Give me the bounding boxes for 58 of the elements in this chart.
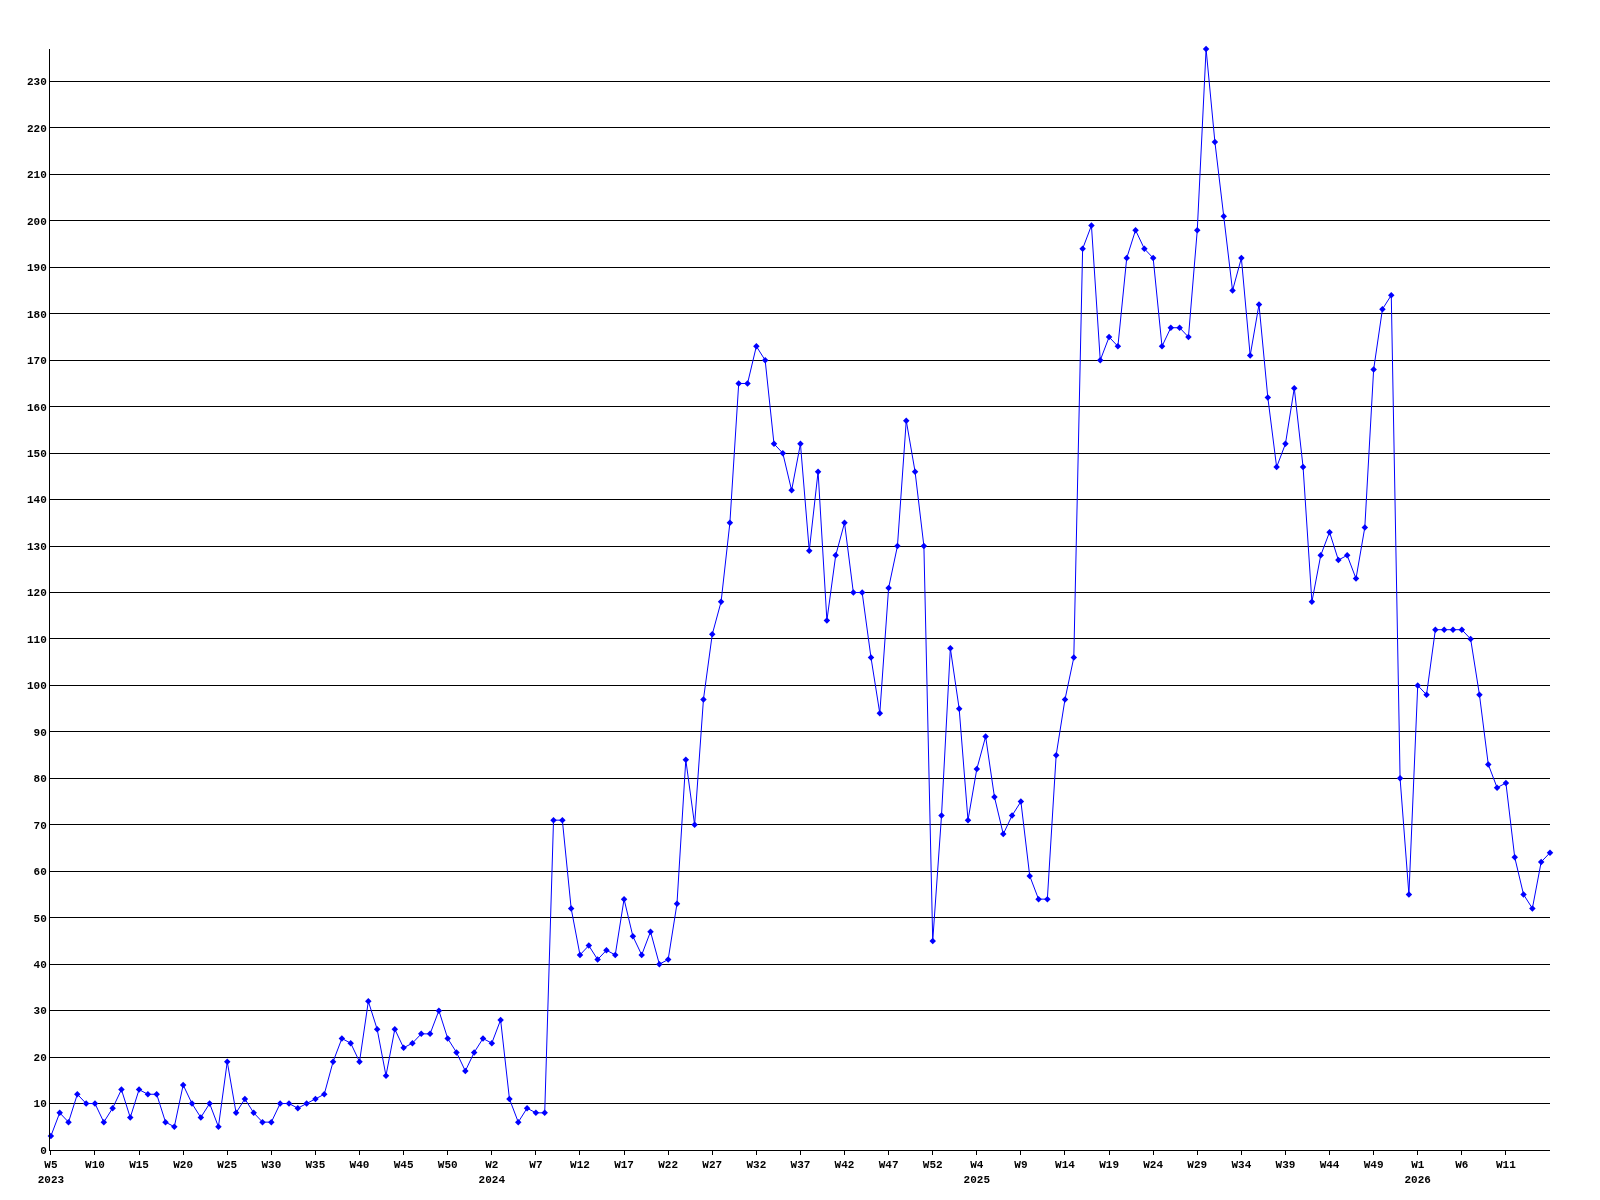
x-tick-label: W37 [790,1159,811,1172]
x-tick-label: W52 [922,1159,943,1172]
x-tick-label: W4 2025 [963,1159,991,1186]
y-tick-label: 30 [33,1005,47,1018]
x-tick-label: W14 [1055,1159,1076,1172]
x-tick-label: W40 [349,1159,370,1172]
y-tick-label: 150 [26,448,47,461]
y-tick-label: 200 [26,215,47,228]
y-tick-label: 120 [26,587,47,600]
x-tick-label: W42 [834,1159,855,1172]
x-tick-label: W27 [702,1159,723,1172]
x-tick-label: W10 [85,1159,105,1172]
x-tick-label: W24 [1143,1159,1164,1172]
y-tick-label: 20 [33,1051,47,1064]
y-tick-label: 50 [33,912,47,925]
x-tick-label: W47 [878,1159,899,1172]
x-tick-label: W17 [614,1159,634,1172]
x-tick-label: W5 2023 [37,1159,65,1186]
y-tick-label: 80 [33,773,47,786]
y-tick-label: 220 [26,122,47,135]
x-tick-label: W20 [173,1159,194,1172]
y-tick-label: 160 [26,401,47,414]
y-tick-label: 60 [33,866,47,879]
x-tick-label: W32 [746,1159,767,1172]
x-tick-label: W49 [1363,1159,1384,1172]
x-tick-label: W25 [217,1159,238,1172]
x-tick-label: W12 [570,1159,590,1172]
x-tick-label: W44 [1319,1159,1340,1172]
x-tick-label: W39 [1275,1159,1296,1172]
y-tick-label: 230 [26,76,47,89]
y-tick-label: 70 [33,819,47,832]
y-tick-label: 40 [33,959,47,972]
x-tick-label: W50 [437,1159,458,1172]
y-tick-label: 100 [26,680,47,693]
x-tick-label: W30 [261,1159,282,1172]
x-tick-label: W19 [1099,1159,1119,1172]
x-tick-label: W11 [1496,1159,1517,1172]
x-tick-label: W9 [1014,1159,1028,1172]
x-tick-label: W35 [305,1159,326,1172]
x-tick-label: W2 2024 [478,1159,506,1186]
y-tick-label: 110 [26,633,47,646]
x-tick-label: W7 [529,1159,543,1172]
y-tick-label: 140 [26,494,47,507]
y-tick-label: 90 [33,726,47,739]
y-tick-label: 190 [26,262,47,275]
y-tick-label: 180 [26,308,47,321]
x-tick-label: W15 [129,1159,150,1172]
y-tick-label: 0 [40,1144,47,1157]
x-tick-label: W1 2026 [1404,1159,1431,1186]
x-tick-label: W22 [658,1159,679,1172]
x-tick-label: W29 [1187,1159,1208,1172]
y-tick-label: 170 [26,355,47,368]
y-tick-label: 10 [33,1098,47,1111]
y-tick-label: 210 [26,169,47,182]
x-tick-label: W34 [1231,1159,1252,1172]
x-tick-label: W6 [1455,1159,1469,1172]
y-tick-label: 130 [26,540,47,553]
x-tick-label: W45 [393,1159,414,1172]
